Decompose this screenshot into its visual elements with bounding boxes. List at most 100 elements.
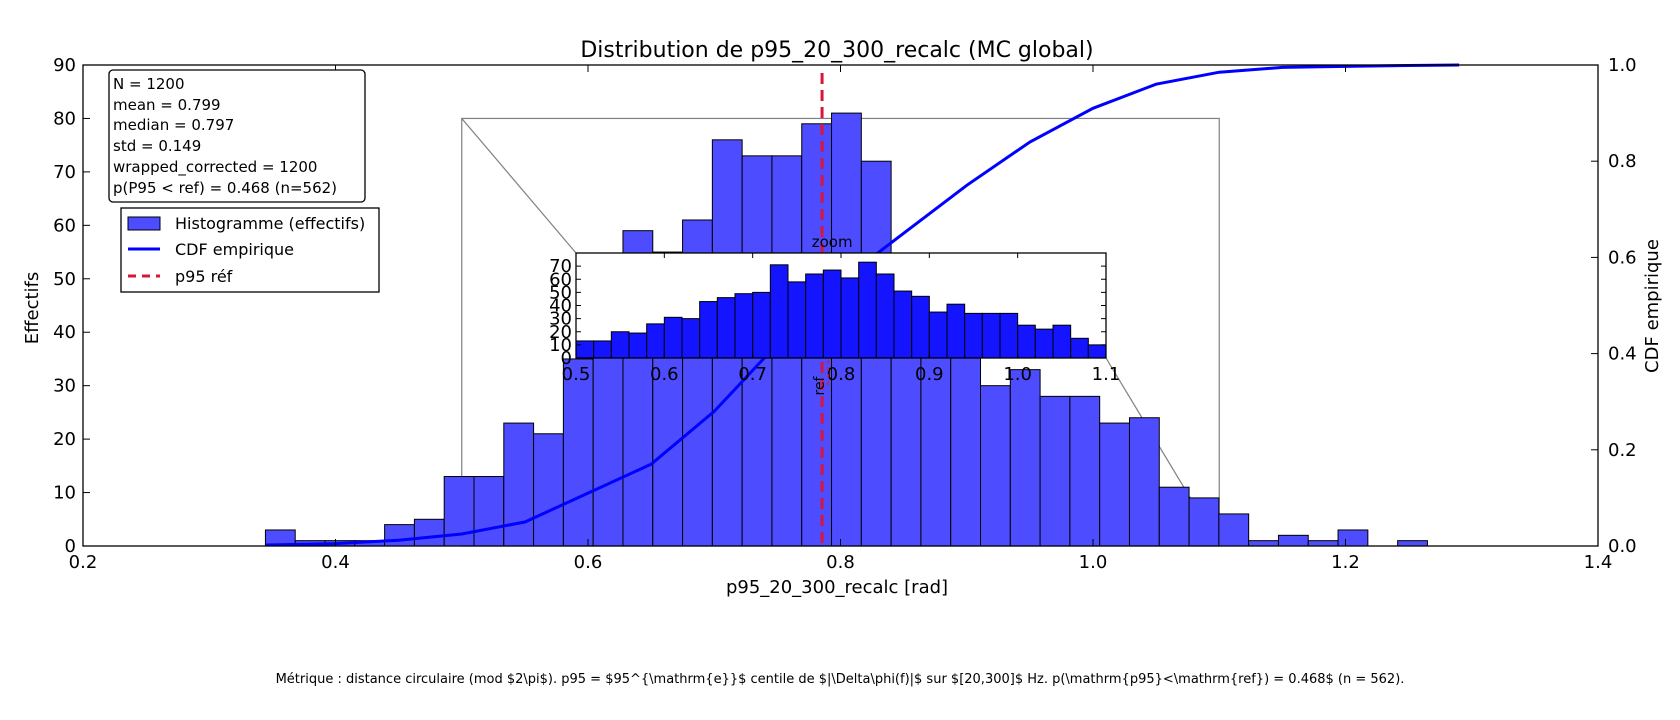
zoom-inset: 0.5 0.6 0.7 0.8 0.9 1.0 1.1010203040506070ref … xyxy=(549,233,1120,396)
inset-bar xyxy=(716,297,736,359)
x-tick-label: 0.8 xyxy=(826,552,855,573)
legend-swatch-histogram xyxy=(127,216,161,231)
y-right-tick-label: 0.0 xyxy=(1608,536,1637,557)
histogram-bar xyxy=(562,358,594,547)
inset-bar xyxy=(981,312,1001,359)
histogram-bar xyxy=(1397,540,1428,547)
chart-title: Distribution de p95_20_300_recalc (MC gl… xyxy=(580,38,1093,63)
y-tick-label: 40 xyxy=(53,322,76,343)
inset-bar xyxy=(646,323,665,359)
x-axis-label: p95_20_300_recalc [rad] xyxy=(726,577,948,598)
stats-line: std = 0.149 xyxy=(113,137,201,155)
histogram-bar xyxy=(1158,486,1190,547)
legend-label: Histogramme (effectifs) xyxy=(175,214,365,233)
zoom-connector-line xyxy=(461,118,577,254)
inset-bar xyxy=(610,331,630,359)
histogram-bar xyxy=(1009,369,1041,547)
inset-bar xyxy=(822,269,842,359)
inset-bar xyxy=(1034,328,1054,359)
inset-x-tick-label: 0.7 xyxy=(738,364,767,385)
histogram-bar xyxy=(1218,513,1250,547)
inset-y-tick-label: 40 xyxy=(549,296,572,317)
inset-bar xyxy=(946,303,966,359)
stats-line: N = 1200 xyxy=(113,75,185,93)
x-tick-label: 0.6 xyxy=(574,552,603,573)
inset-bar xyxy=(699,301,718,359)
histogram-bar xyxy=(1039,395,1071,547)
histogram-bar xyxy=(473,476,505,547)
inset-y-tick-label: 50 xyxy=(549,282,572,303)
histogram-bar xyxy=(1069,395,1101,547)
legend-label: p95 réf xyxy=(175,267,233,286)
histogram-bar xyxy=(533,433,564,547)
y-tick-label: 90 xyxy=(53,55,76,76)
inset-x-tick-label: 1.1 xyxy=(1092,364,1121,385)
histogram-bar xyxy=(384,524,415,547)
inset-x-tick-label: 0.9 xyxy=(915,364,944,385)
inset-bar xyxy=(1052,324,1072,359)
histogram-bar xyxy=(1248,540,1279,547)
y-axis-label: Effectifs xyxy=(22,272,43,345)
inset-bar xyxy=(575,340,595,359)
footer-note: Métrique : distance circulaire (mod $2\p… xyxy=(275,672,1405,687)
inset-x-tick-label: 0.6 xyxy=(650,364,679,385)
inset-bar xyxy=(769,264,789,359)
inset-y-tick-label: 10 xyxy=(549,335,572,356)
inset-bar xyxy=(858,261,877,359)
inset-ref-label: ref xyxy=(812,375,828,395)
inset-bar xyxy=(840,277,860,359)
x-tick-label: 1.4 xyxy=(1584,552,1613,573)
x-tick-label: 0.2 xyxy=(69,552,98,573)
y-tick-label: 80 xyxy=(53,108,76,129)
y-tick-label: 0 xyxy=(65,536,76,557)
inset-y-tick-label: 60 xyxy=(549,269,572,290)
x-tick-label: 0.4 xyxy=(321,552,350,573)
inset-x-tick-label: 0.5 xyxy=(562,364,591,385)
inset-y-tick-label: 30 xyxy=(549,309,572,330)
y-tick-label: 10 xyxy=(53,483,76,504)
inset-bar xyxy=(1070,337,1089,359)
y-right-tick-label: 0.6 xyxy=(1608,247,1637,268)
y-tick-label: 60 xyxy=(53,215,76,236)
y-tick-label: 30 xyxy=(53,376,76,397)
inset-bar xyxy=(1087,344,1107,359)
stats-line: median = 0.797 xyxy=(113,116,234,134)
y-right-tick-label: 1.0 xyxy=(1608,55,1637,76)
y-axis-right-label: CDF empirique xyxy=(1642,239,1663,373)
histogram-bar xyxy=(1128,417,1160,547)
y-tick-label: 70 xyxy=(53,162,76,183)
legend-label: CDF empirique xyxy=(175,240,294,259)
legend: Histogramme (effectifs) CDF empirique p9… xyxy=(120,207,380,293)
inset-bar xyxy=(752,291,771,359)
stats-line: mean = 0.799 xyxy=(113,96,221,114)
x-tick-label: 1.2 xyxy=(1331,552,1360,573)
histogram-bar xyxy=(413,518,445,547)
legend-frame xyxy=(120,207,380,293)
inset-x-tick-label: 1.0 xyxy=(1003,364,1032,385)
inset-bar xyxy=(875,273,895,359)
inset-bars xyxy=(575,261,1107,359)
inset-bar xyxy=(663,316,683,359)
y-tick-label: 50 xyxy=(53,269,76,290)
inset-y-tick-label: 70 xyxy=(549,256,572,277)
inset-bar xyxy=(999,312,1019,359)
inset-bar xyxy=(893,290,913,359)
histogram-bar xyxy=(1277,534,1309,547)
inset-bar xyxy=(1017,324,1036,359)
histogram-bar xyxy=(503,422,535,547)
stats-line: p(P95 < ref) = 0.468 (n=562) xyxy=(113,179,337,197)
y-right-tick-label: 0.2 xyxy=(1608,440,1637,461)
inset-bar xyxy=(628,332,648,359)
histogram-bar xyxy=(1099,422,1130,547)
axis-ticks: 0.2 0.4 0.6 0.8 1.0 1.2 1.40102030405060708090… xyxy=(53,55,1637,573)
inset-title: zoom xyxy=(812,233,853,251)
histogram-bar xyxy=(980,385,1011,547)
stats-box: N = 1200 mean = 0.799 median = 0.797 std… xyxy=(108,69,366,203)
y-tick-label: 20 xyxy=(53,429,76,450)
inset-bar xyxy=(964,312,983,359)
inset-y-tick-label: 20 xyxy=(549,322,572,343)
inset-bar xyxy=(787,281,807,359)
histogram-bar xyxy=(950,331,982,547)
